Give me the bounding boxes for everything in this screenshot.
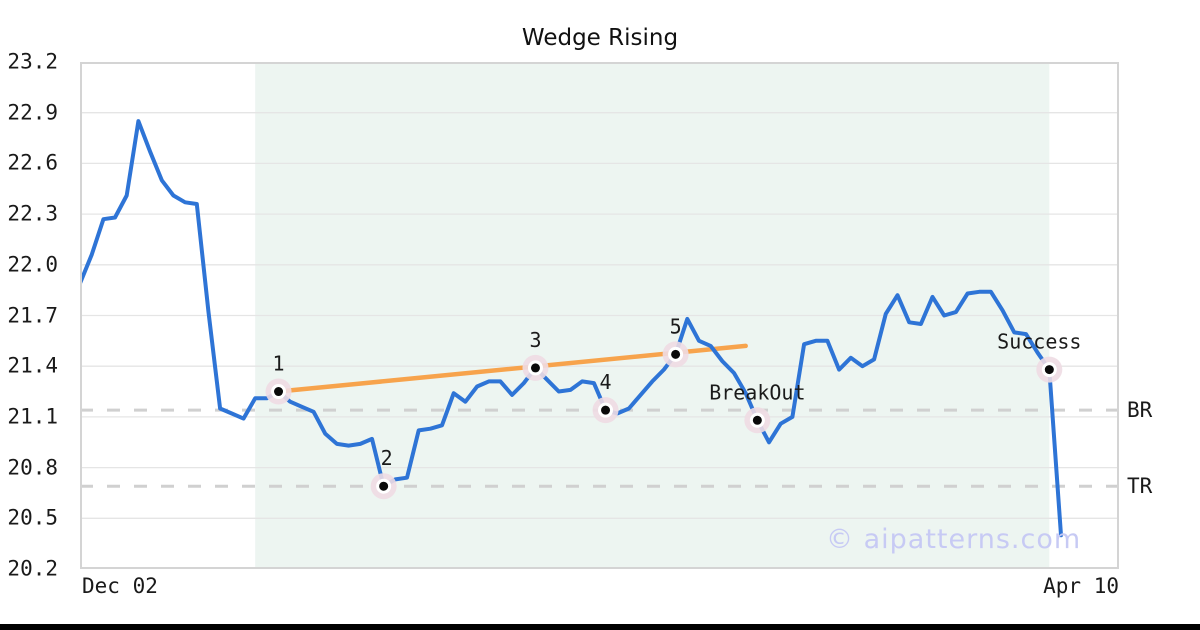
level-label-br: BR: [1127, 398, 1153, 423]
y-tick-label: 22.6: [7, 150, 58, 175]
marker-label-3: 3: [529, 328, 541, 352]
y-tick-label: 20.2: [7, 556, 58, 581]
y-tick-label: 20.5: [7, 505, 58, 530]
watermark: © aipatterns.com: [826, 524, 1082, 555]
y-tick-label: 22.0: [7, 252, 58, 277]
y-tick-label: 21.7: [7, 303, 58, 328]
marker-label-1: 1: [273, 352, 285, 376]
plot-area: 1 2 3 4 5 BreakOut Success: [80, 62, 1119, 569]
marker-label-success: Success: [997, 330, 1081, 354]
marker-dot-breakout: [752, 415, 762, 425]
marker-dot-success: [1044, 365, 1054, 375]
marker-label-5: 5: [670, 314, 682, 338]
marker-label-4: 4: [600, 370, 612, 394]
y-tick-label: 20.8: [7, 455, 58, 480]
y-tick-label: 22.3: [7, 201, 58, 226]
level-label-tr: TR: [1127, 474, 1153, 499]
x-axis-label-end: Apr 10: [1043, 574, 1119, 598]
y-tick-label: 23.2: [7, 49, 58, 74]
marker-label-breakout: BreakOut: [709, 380, 805, 404]
marker-dot-5: [671, 349, 681, 359]
x-axis-label-start: Dec 02: [82, 574, 158, 598]
marker-dot-1: [274, 387, 284, 397]
chart-title: Wedge Rising: [521, 25, 679, 51]
y-tick-label: 22.9: [7, 100, 58, 125]
marker-dot-3: [530, 363, 540, 373]
y-tick-label: 21.1: [7, 404, 58, 429]
marker-dot-4: [601, 405, 611, 415]
y-tick-label: 21.4: [7, 353, 58, 378]
marker-label-2: 2: [381, 446, 393, 470]
marker-dot-2: [379, 481, 389, 491]
plot-border: [80, 62, 1119, 569]
price-line: [80, 119, 1063, 538]
bottom-bar: [0, 624, 1200, 630]
